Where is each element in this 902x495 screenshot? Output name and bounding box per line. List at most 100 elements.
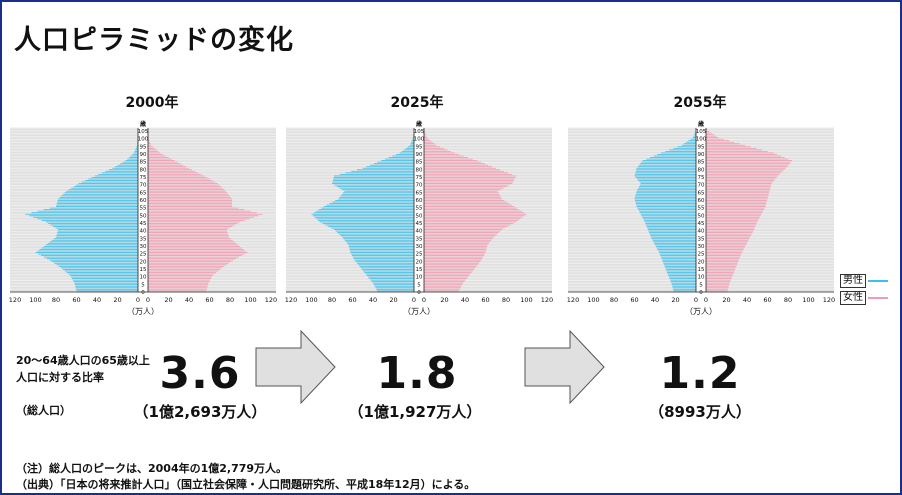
male-bar <box>663 262 696 264</box>
male-bar <box>354 259 414 261</box>
male-bar <box>53 226 138 227</box>
male-bar <box>313 212 414 214</box>
age-tick-label: 70 <box>140 183 147 189</box>
male-bar <box>341 193 414 195</box>
female-bar <box>148 246 241 247</box>
male-bar <box>635 170 696 172</box>
female-bar <box>706 256 741 258</box>
age-tick-label: 90 <box>140 152 147 158</box>
female-bar <box>706 275 733 276</box>
female-bar <box>706 262 738 264</box>
female-bar <box>424 233 497 235</box>
female-bar <box>148 279 211 281</box>
female-bar <box>706 170 783 172</box>
female-bar <box>424 164 489 166</box>
male-bar <box>635 201 696 203</box>
age-tick-label: 75 <box>416 175 423 181</box>
age-tick-label: 65 <box>416 190 423 196</box>
female-bar <box>706 193 769 195</box>
male-bar <box>316 210 414 212</box>
male-bar <box>51 239 138 241</box>
ratio-2055: 1.2 <box>659 348 741 399</box>
male-bar <box>348 246 414 247</box>
female-bar <box>424 190 498 192</box>
male-bar <box>366 166 414 168</box>
male-bar <box>120 163 138 165</box>
male-bar <box>639 164 696 166</box>
female-bar <box>706 198 768 200</box>
total-2055: （8993万人） <box>649 403 751 421</box>
male-bar <box>651 238 696 240</box>
female-bar <box>424 272 472 273</box>
female-bar <box>148 215 259 217</box>
female-bar <box>706 167 786 169</box>
female-bar <box>148 140 150 142</box>
female-bar <box>424 209 520 211</box>
male-bar <box>661 152 696 154</box>
female-bar <box>424 262 479 264</box>
male-bar <box>362 167 414 169</box>
female-bar <box>706 141 735 143</box>
male-tick-label: 100 <box>29 296 41 304</box>
female-bar <box>424 157 469 158</box>
female-bar <box>148 201 233 203</box>
male-bar <box>365 273 414 275</box>
year-label-2055: 2055年 <box>673 95 727 111</box>
female-bar <box>424 265 477 267</box>
age-tick-label: 40 <box>416 229 423 235</box>
age-tick-label: 95 <box>140 144 147 150</box>
male-bar <box>352 255 414 257</box>
male-bar <box>117 164 138 166</box>
female-bar <box>706 255 741 257</box>
female-tick-label: 100 <box>802 296 814 304</box>
female-bar <box>706 278 732 280</box>
female-tick-label: 40 <box>461 296 469 304</box>
male-bar <box>332 201 414 203</box>
male-bar <box>371 281 414 283</box>
female-tick-label: 40 <box>185 296 193 304</box>
total-2000: （1億2,693万人） <box>133 403 267 421</box>
male-bar <box>639 212 696 214</box>
male-bar <box>62 193 138 195</box>
female-bar <box>424 249 487 250</box>
male-bar <box>58 229 138 230</box>
female-bar <box>148 169 193 171</box>
male-bar <box>88 178 138 180</box>
female-bar <box>424 290 459 292</box>
age-tick-label: 95 <box>416 144 423 150</box>
male-bar <box>653 241 696 243</box>
male-bar <box>75 287 138 289</box>
female-bar <box>424 152 455 154</box>
male-bar <box>91 177 138 178</box>
male-bar <box>638 209 696 211</box>
male-bar <box>694 134 696 135</box>
age-tick-label: 50 <box>140 213 147 219</box>
female-bar <box>424 206 515 208</box>
male-bar <box>643 219 696 221</box>
male-bar <box>359 265 414 267</box>
male-bar <box>370 164 414 166</box>
female-bar <box>424 282 463 284</box>
female-bar <box>148 224 235 226</box>
female-bar <box>706 264 737 266</box>
male-bar <box>392 155 414 157</box>
male-bar <box>322 223 414 224</box>
male-bar <box>683 143 696 145</box>
female-bar <box>424 143 435 145</box>
female-bar <box>148 203 233 204</box>
age-tick-label: 10 <box>140 275 147 281</box>
age-tick-label: 85 <box>416 160 423 166</box>
male-bar <box>399 152 414 154</box>
female-bar <box>148 272 217 273</box>
female-bar <box>148 183 218 185</box>
male-bar <box>76 290 138 292</box>
male-bar <box>133 152 138 154</box>
note-peak: （注）総人口のピークは、2004年の1億2,779万人。 <box>16 462 288 475</box>
age-tick-label: 20 <box>698 259 705 265</box>
female-bar <box>148 285 208 287</box>
male-bar <box>323 206 414 208</box>
male-bar <box>673 147 696 149</box>
female-bar <box>424 256 484 258</box>
male-bar <box>693 135 696 137</box>
male-bar <box>646 226 696 227</box>
